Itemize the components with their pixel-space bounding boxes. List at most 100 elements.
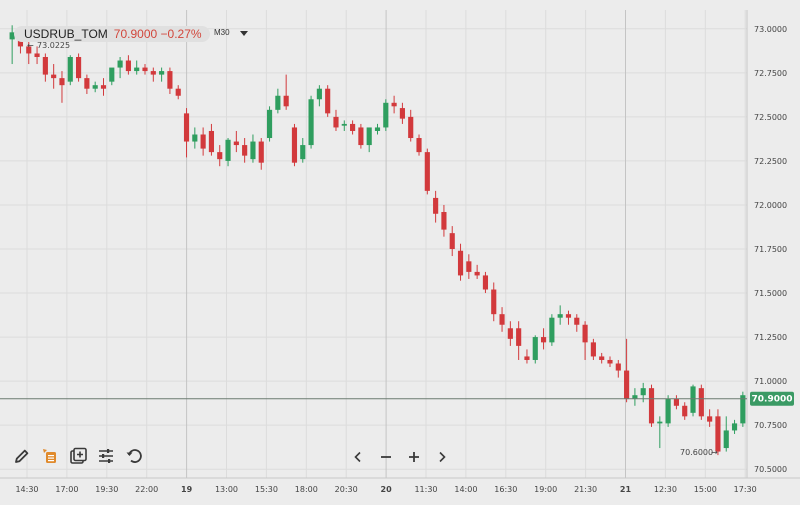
candle[interactable] [374, 123, 381, 135]
candle[interactable] [615, 359, 621, 378]
candle[interactable] [707, 409, 713, 427]
zoom-in-icon[interactable] [403, 446, 425, 468]
candle[interactable] [648, 384, 655, 427]
candle[interactable] [516, 321, 522, 360]
candle[interactable] [59, 71, 65, 103]
candle[interactable] [26, 39, 32, 65]
candle[interactable] [607, 356, 613, 368]
candle[interactable] [233, 130, 239, 153]
candle[interactable] [474, 264, 480, 279]
candle[interactable] [300, 138, 306, 163]
candle[interactable] [731, 419, 738, 434]
candle[interactable] [391, 95, 397, 114]
candle[interactable] [92, 81, 98, 93]
candle[interactable] [482, 271, 489, 294]
candle[interactable] [383, 99, 389, 131]
candle[interactable] [34, 46, 40, 65]
candle[interactable] [283, 74, 289, 110]
candle[interactable] [673, 395, 679, 410]
candle[interactable] [217, 145, 223, 167]
candle[interactable] [291, 123, 298, 167]
candle[interactable] [574, 314, 580, 332]
candle[interactable] [441, 204, 447, 237]
candle[interactable] [341, 120, 347, 131]
candle[interactable] [134, 60, 140, 75]
zoom-out-icon[interactable] [375, 446, 397, 468]
candle[interactable] [682, 402, 688, 420]
candle[interactable] [42, 53, 48, 82]
candle[interactable] [457, 243, 464, 281]
pencil-icon[interactable] [12, 446, 32, 466]
candle[interactable] [51, 64, 57, 89]
candle[interactable] [690, 384, 696, 417]
candle[interactable] [549, 314, 555, 346]
candle[interactable] [499, 307, 505, 332]
symbol-header[interactable]: USDRUB_TOM 70.9000 −0.27% [14, 26, 210, 42]
candle[interactable] [433, 190, 439, 223]
candle[interactable] [183, 108, 190, 158]
candle[interactable] [540, 328, 547, 350]
candles[interactable] [9, 25, 746, 456]
candle[interactable] [665, 395, 671, 427]
candle[interactable] [491, 282, 497, 322]
candle[interactable] [67, 55, 73, 86]
candle[interactable] [698, 384, 704, 420]
candle[interactable] [524, 349, 530, 364]
candle[interactable] [333, 109, 339, 131]
scroll-right-icon[interactable] [431, 446, 453, 468]
candle[interactable] [167, 67, 173, 94]
candle[interactable] [266, 106, 273, 142]
candle[interactable] [192, 127, 198, 149]
candle[interactable] [258, 138, 264, 170]
candle[interactable] [723, 416, 729, 452]
candle[interactable] [466, 254, 472, 279]
candle[interactable] [399, 102, 405, 124]
candle[interactable] [416, 134, 422, 156]
candle[interactable] [208, 123, 215, 156]
candle[interactable] [657, 416, 663, 449]
settings-sliders-icon[interactable] [96, 446, 116, 466]
candle[interactable] [200, 127, 206, 156]
candle[interactable] [624, 338, 630, 403]
candle[interactable] [142, 64, 148, 75]
candle[interactable] [84, 74, 90, 94]
candle[interactable] [715, 409, 721, 456]
candle[interactable] [150, 67, 156, 82]
candle[interactable] [408, 109, 414, 142]
candle[interactable] [532, 335, 538, 364]
candle[interactable] [366, 127, 372, 153]
candle[interactable] [225, 138, 231, 167]
candle[interactable] [599, 352, 605, 364]
candle[interactable] [582, 321, 588, 360]
candle[interactable] [125, 55, 131, 75]
candle[interactable] [449, 226, 455, 257]
undo-icon[interactable] [124, 446, 144, 466]
template-icon[interactable] [40, 446, 60, 466]
candle[interactable] [9, 25, 15, 65]
candle[interactable] [507, 321, 513, 346]
candle[interactable] [242, 138, 248, 163]
candle[interactable] [76, 53, 82, 82]
candle[interactable] [109, 67, 115, 86]
candle[interactable] [159, 67, 165, 82]
candle[interactable] [358, 123, 364, 149]
add-indicator-icon[interactable] [68, 446, 88, 466]
candle[interactable] [350, 120, 356, 135]
candle[interactable] [565, 310, 572, 325]
candle[interactable] [308, 95, 314, 149]
candle[interactable] [424, 148, 430, 195]
candle[interactable] [175, 85, 181, 100]
candle[interactable] [325, 85, 331, 117]
candle[interactable] [250, 134, 256, 163]
candle[interactable] [100, 78, 107, 96]
timeframe-select[interactable]: M30 [214, 28, 230, 37]
candle[interactable] [557, 305, 563, 325]
scroll-left-icon[interactable] [347, 446, 369, 468]
candle[interactable] [640, 382, 646, 403]
candle[interactable] [275, 88, 281, 114]
candle[interactable] [740, 391, 746, 427]
candle[interactable] [117, 56, 123, 79]
chevron-down-icon[interactable] [240, 31, 248, 36]
candle[interactable] [590, 338, 596, 360]
